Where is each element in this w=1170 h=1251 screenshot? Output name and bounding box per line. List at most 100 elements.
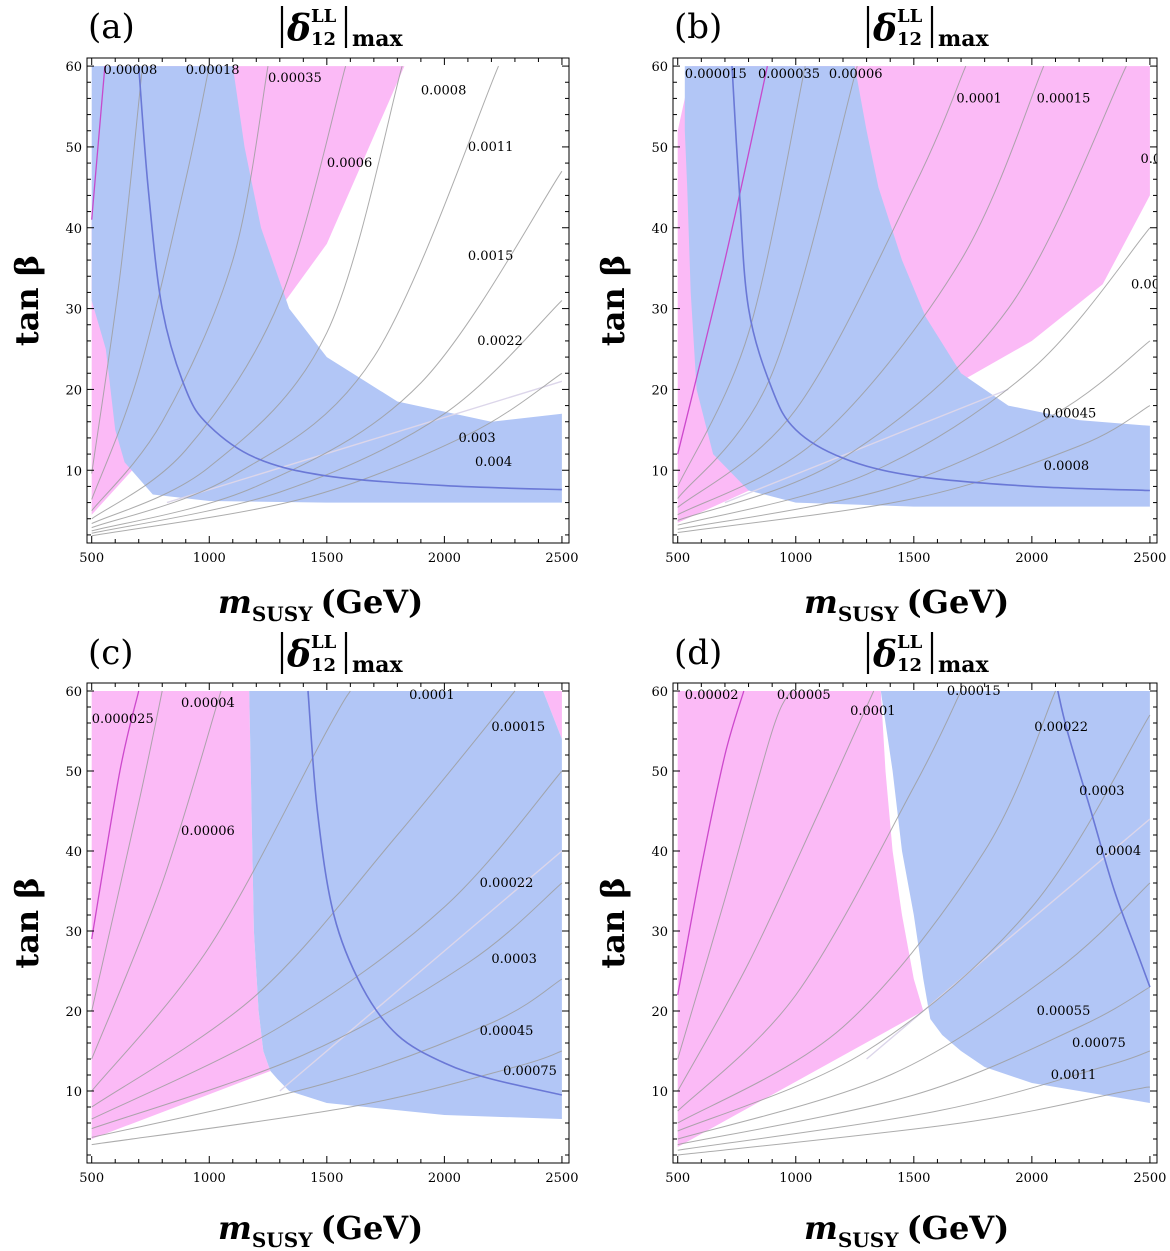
contour-line (677, 340, 1151, 530)
title-max: max (352, 26, 404, 52)
y-tick-label: 50 (651, 765, 668, 780)
title-delta: δ (872, 8, 897, 50)
x-axis-label: mSUSY (GeV) (218, 583, 423, 626)
title-delta: δ (286, 634, 311, 676)
y-axis-label: tan β (8, 877, 46, 968)
y-tick-label: 50 (651, 141, 668, 156)
x-tick-label: 500 (665, 1171, 690, 1186)
plot-frame (672, 682, 1158, 1164)
y-tick-label: 20 (651, 1005, 668, 1020)
contour-line (677, 65, 1045, 516)
contour-line (91, 770, 563, 1120)
title-superscript: LL (311, 632, 337, 653)
y-tick-label: 30 (65, 303, 82, 318)
contour-line (91, 978, 563, 1138)
title-max: max (938, 26, 990, 52)
contour-line (677, 1050, 1151, 1151)
panel-letter: (a) (88, 7, 135, 47)
contour-line (677, 65, 769, 455)
y-tick-label: 60 (65, 685, 82, 700)
contour-label: 0.00015 (947, 684, 1001, 699)
y-tick-label: 10 (65, 464, 82, 479)
contour-line (91, 300, 563, 534)
blue-region (684, 66, 1150, 507)
x-tick-label: 500 (665, 551, 690, 566)
contour-label: 0.00032 (1131, 277, 1170, 292)
x-tick-label: 2500 (545, 1171, 578, 1186)
contour-line (677, 690, 792, 1060)
contour-line (677, 65, 858, 499)
contour-line (91, 66, 143, 474)
contour-label: 0.0011 (1051, 1068, 1097, 1083)
contour-line (677, 227, 1151, 526)
y-tick-label: 20 (65, 383, 82, 398)
contour-line (91, 65, 210, 500)
x-tick-label: 1500 (310, 551, 343, 566)
plot-frame (86, 57, 570, 544)
y-tick-label: 10 (65, 1085, 82, 1100)
contour-line (677, 690, 962, 1112)
y-tick-label: 20 (651, 383, 668, 398)
title-superscript: LL (897, 6, 923, 27)
contour-label: 0.00015 (491, 720, 545, 735)
contour-label: 0.00008 (103, 63, 157, 78)
x-tick-label: 500 (79, 551, 104, 566)
contour-line (677, 690, 875, 1092)
x-axis-label: mSUSY (GeV) (218, 1209, 423, 1251)
blue-curve (1057, 690, 1151, 988)
x-tick-label: 2500 (1133, 551, 1166, 566)
y-tick-label: 60 (651, 685, 668, 700)
x-tick-label: 1500 (897, 551, 930, 566)
x-tick-label: 1000 (779, 551, 812, 566)
y-tick-label: 10 (651, 464, 668, 479)
blue-curve (137, 66, 562, 491)
blue-region (91, 66, 562, 503)
x-axis-label-unit: (GeV) (906, 583, 1009, 621)
contour-line (91, 690, 351, 1092)
x-axis-label-main: m (218, 583, 252, 621)
contour-label: 0.00015 (1037, 91, 1091, 106)
faint-line (866, 818, 1151, 1060)
contour-label: 0.0015 (468, 249, 514, 264)
contour-label: 0.0022 (477, 334, 523, 349)
y-axis-label: tan β (8, 255, 46, 346)
contour-line (677, 986, 1151, 1146)
y-axis-label: tan β (594, 255, 632, 346)
contour-label: 0.00055 (1037, 1004, 1091, 1019)
x-axis-label: mSUSY (GeV) (804, 1209, 1009, 1251)
contour-label: 0.000015 (685, 67, 747, 82)
y-tick-label: 50 (65, 765, 82, 780)
contour-label: 0.00018 (186, 63, 240, 78)
panel-letter: (d) (674, 633, 722, 673)
magenta-region (677, 691, 924, 1147)
contour-line (677, 405, 1151, 533)
contour-label: 0.00005 (777, 688, 831, 703)
contour-line (91, 372, 563, 537)
y-tick-label: 60 (651, 60, 668, 75)
y-tick-label: 40 (651, 222, 668, 237)
y-tick-label: 50 (65, 141, 82, 156)
x-tick-label: 2500 (1133, 1171, 1166, 1186)
contour-line (91, 170, 563, 532)
x-axis-label-unit: (GeV) (320, 583, 423, 621)
contour-line (677, 714, 1151, 1132)
panel-b: 0.000015 0.000035 0.00006 0.0001 0.00015 0.00… (594, 6, 1170, 626)
x-tick-label: 2000 (1015, 551, 1048, 566)
contour-label: 0.00045 (1042, 407, 1096, 422)
x-tick-label: 2000 (428, 551, 461, 566)
contour-label: 0.00022 (480, 876, 534, 891)
contour-label: 0.0001 (409, 688, 455, 703)
x-axis-label-main: m (804, 1209, 838, 1247)
x-axis-label-main: m (218, 1209, 252, 1247)
plot-area: 0.000025 0.00004 0.00006 0.0001 0.00015 0.000… (91, 688, 563, 1146)
y-tick-label: 30 (651, 925, 668, 940)
x-axis-label-main: m (804, 583, 838, 621)
plot-frame (672, 57, 1158, 544)
contour-label: 0.00022 (1140, 152, 1170, 167)
y-tick-label: 30 (651, 303, 668, 318)
contour-line (677, 65, 806, 487)
x-tick-label: 1500 (310, 1171, 343, 1186)
